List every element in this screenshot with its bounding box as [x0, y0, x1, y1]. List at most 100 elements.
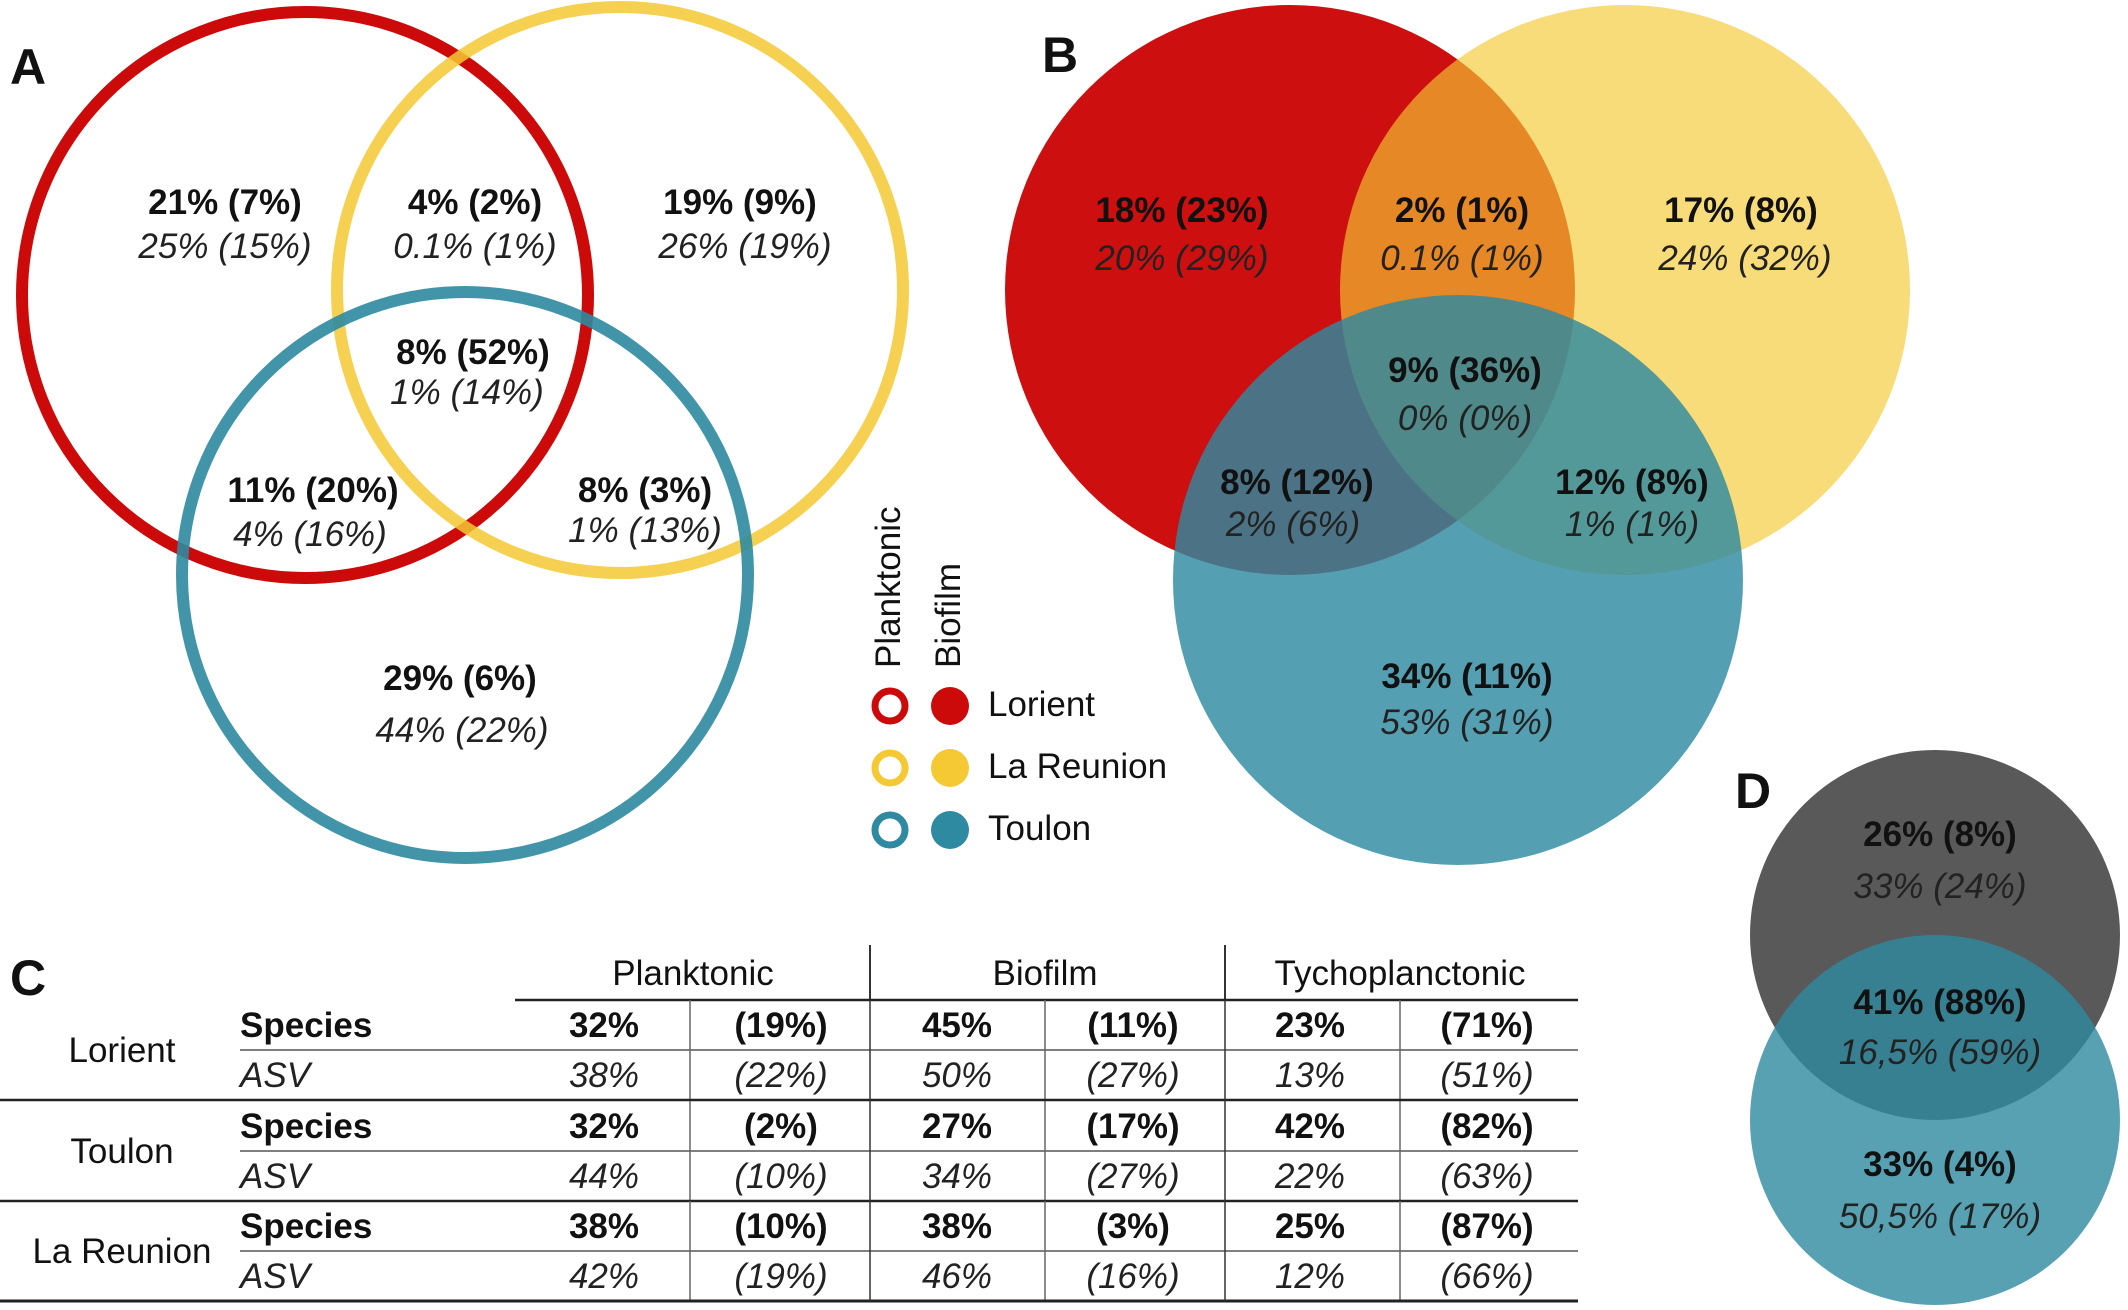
table-cell: 38% — [569, 1207, 639, 1246]
legend: Planktonic Biofilm Lorient La Reunion To… — [869, 507, 1167, 849]
table-cell: 13% — [1275, 1056, 1345, 1095]
venn-a-reunion-toulon-asv: 1% (13%) — [568, 511, 722, 550]
legend-lorient-biofilm-marker — [931, 687, 969, 725]
table-cell: (10%) — [734, 1157, 827, 1196]
table-cell: (27%) — [1086, 1056, 1179, 1095]
table-cell: 32% — [569, 1006, 639, 1045]
table-cell: 44% — [569, 1157, 639, 1196]
table-cell: (3%) — [1096, 1207, 1170, 1246]
table-cell: 34% — [922, 1157, 992, 1196]
venn-a-lorient-only-asv: 25% (15%) — [137, 227, 311, 266]
venn-a-lorient-toulon-asv: 4% (16%) — [233, 515, 387, 554]
panel-a-label: A — [10, 39, 46, 95]
table-row-label-species: Species — [240, 1006, 372, 1045]
legend-lorient-label: Lorient — [988, 685, 1095, 724]
venn-b-toulon-circle — [1173, 295, 1743, 865]
table-site-label: Toulon — [70, 1132, 173, 1171]
venn-d-top-asv: 33% (24%) — [1853, 867, 2026, 906]
venn-b: 18% (23%) 20% (29%) 2% (1%) 0.1% (1%) 17… — [1005, 5, 1910, 865]
venn-b-reunion-only-asv: 24% (32%) — [1657, 239, 1831, 278]
table-cell: (63%) — [1440, 1157, 1533, 1196]
table-cell: (66%) — [1440, 1257, 1533, 1296]
table-cell: 25% — [1275, 1207, 1345, 1246]
venn-b-all-asv: 0% (0%) — [1398, 399, 1532, 438]
venn-d-overlap-asv: 16,5% (59%) — [1839, 1033, 2041, 1072]
venn-d-top-species: 26% (8%) — [1863, 815, 2017, 854]
table-cell: (27%) — [1086, 1157, 1179, 1196]
venn-b-toulon-only-species: 34% (11%) — [1381, 657, 1552, 696]
venn-a-lorient-circle — [16, 6, 594, 584]
venn-d-overlap-species: 41% (88%) — [1853, 983, 2026, 1022]
table-cell: 46% — [922, 1257, 992, 1296]
table-cell: 32% — [569, 1107, 639, 1146]
venn-a-reunion-only-species: 19% (9%) — [663, 183, 817, 222]
legend-reunion-biofilm-marker — [931, 749, 969, 787]
table-cell: 42% — [569, 1257, 639, 1296]
venn-b-lorient-reunion-species: 2% (1%) — [1395, 191, 1529, 230]
panel-d-label: D — [1735, 763, 1771, 819]
venn-d-bottom-species: 33% (4%) — [1863, 1145, 2017, 1184]
venn-d: 26% (8%) 33% (24%) 41% (88%) 16,5% (59%)… — [1750, 750, 2120, 1305]
table-cell: (2%) — [744, 1107, 818, 1146]
table-row-label-species: Species — [240, 1107, 372, 1146]
table-cell: 22% — [1274, 1157, 1345, 1196]
table-cell: 42% — [1275, 1107, 1345, 1146]
venn-b-lorient-toulon-species: 8% (12%) — [1220, 463, 1374, 502]
venn-b-all-species: 9% (36%) — [1388, 351, 1542, 390]
venn-b-reunion-only-species: 17% (8%) — [1664, 191, 1818, 230]
table-cell: 45% — [922, 1006, 992, 1045]
venn-a-lorient-only-species: 21% (7%) — [148, 183, 302, 222]
venn-b-toulon-only-asv: 53% (31%) — [1380, 703, 1553, 742]
table-cell: (82%) — [1440, 1107, 1533, 1146]
legend-toulon-planktonic-marker — [871, 811, 909, 849]
venn-b-lorient-reunion-asv: 0.1% (1%) — [1380, 239, 1543, 278]
table-cell: 50% — [922, 1056, 992, 1095]
venn-a-reunion-only-asv: 26% (19%) — [657, 227, 831, 266]
venn-a-toulon-only-species: 29% (6%) — [383, 659, 537, 698]
table-row-label-asv: ASV — [238, 1257, 314, 1296]
venn-a-lorient-toulon-species: 11% (20%) — [227, 471, 398, 510]
table-header-tychoplanctonic: Tychoplanctonic — [1275, 954, 1526, 993]
table-cell: 38% — [922, 1207, 992, 1246]
venn-d-bottom-asv: 50,5% (17%) — [1839, 1197, 2041, 1236]
table-cell: (19%) — [734, 1006, 827, 1045]
panel-b-label: B — [1042, 27, 1078, 83]
legend-planktonic-label: Planktonic — [869, 507, 908, 668]
venn-a-reunion-circle — [331, 1, 909, 579]
table-cell: 12% — [1275, 1257, 1345, 1296]
legend-reunion-label: La Reunion — [988, 747, 1167, 786]
table-cell: 23% — [1275, 1006, 1345, 1045]
venn-a-reunion-toulon-species: 8% (3%) — [578, 471, 712, 510]
table-cell: (51%) — [1440, 1056, 1533, 1095]
table-site-label: Lorient — [68, 1031, 175, 1070]
legend-lorient-planktonic-marker — [871, 687, 909, 725]
table-row-label-asv: ASV — [238, 1157, 314, 1196]
venn-a-all-asv: 1% (14%) — [390, 373, 544, 412]
table-cell: (87%) — [1440, 1207, 1533, 1246]
legend-reunion-planktonic-marker — [871, 749, 909, 787]
table-cell: (19%) — [734, 1257, 827, 1296]
venn-a-toulon-circle — [176, 286, 754, 864]
venn-b-lorient-only-asv: 20% (29%) — [1094, 239, 1268, 278]
panel-c-label: C — [10, 950, 46, 1006]
table-row-label-asv: ASV — [238, 1056, 314, 1095]
venn-a: 21% (7%) 25% (15%) 4% (2%) 0.1% (1%) 19%… — [16, 1, 909, 864]
venn-d-bottom-circle — [1750, 935, 2120, 1305]
venn-a-toulon-only-asv: 44% (22%) — [375, 711, 548, 750]
venn-b-lorient-only-species: 18% (23%) — [1095, 191, 1268, 230]
venn-a-lorient-reunion-species: 4% (2%) — [408, 183, 542, 222]
table-cell: (17%) — [1086, 1107, 1179, 1146]
table-header-biofilm: Biofilm — [992, 954, 1097, 993]
table-header-planktonic: Planktonic — [612, 954, 773, 993]
table-cell: (11%) — [1087, 1006, 1178, 1045]
legend-toulon-label: Toulon — [988, 809, 1091, 848]
table-cell: (22%) — [734, 1056, 827, 1095]
table-cell: 38% — [569, 1056, 639, 1095]
table-site-label: La Reunion — [32, 1232, 211, 1271]
venn-a-all-species: 8% (52%) — [396, 333, 550, 372]
table-c: Planktonic Biofilm Tychoplanctonic Lorient S… — [0, 945, 1578, 1303]
legend-toulon-biofilm-marker — [931, 811, 969, 849]
venn-a-lorient-reunion-asv: 0.1% (1%) — [393, 227, 556, 266]
table-cell: 27% — [922, 1107, 992, 1146]
